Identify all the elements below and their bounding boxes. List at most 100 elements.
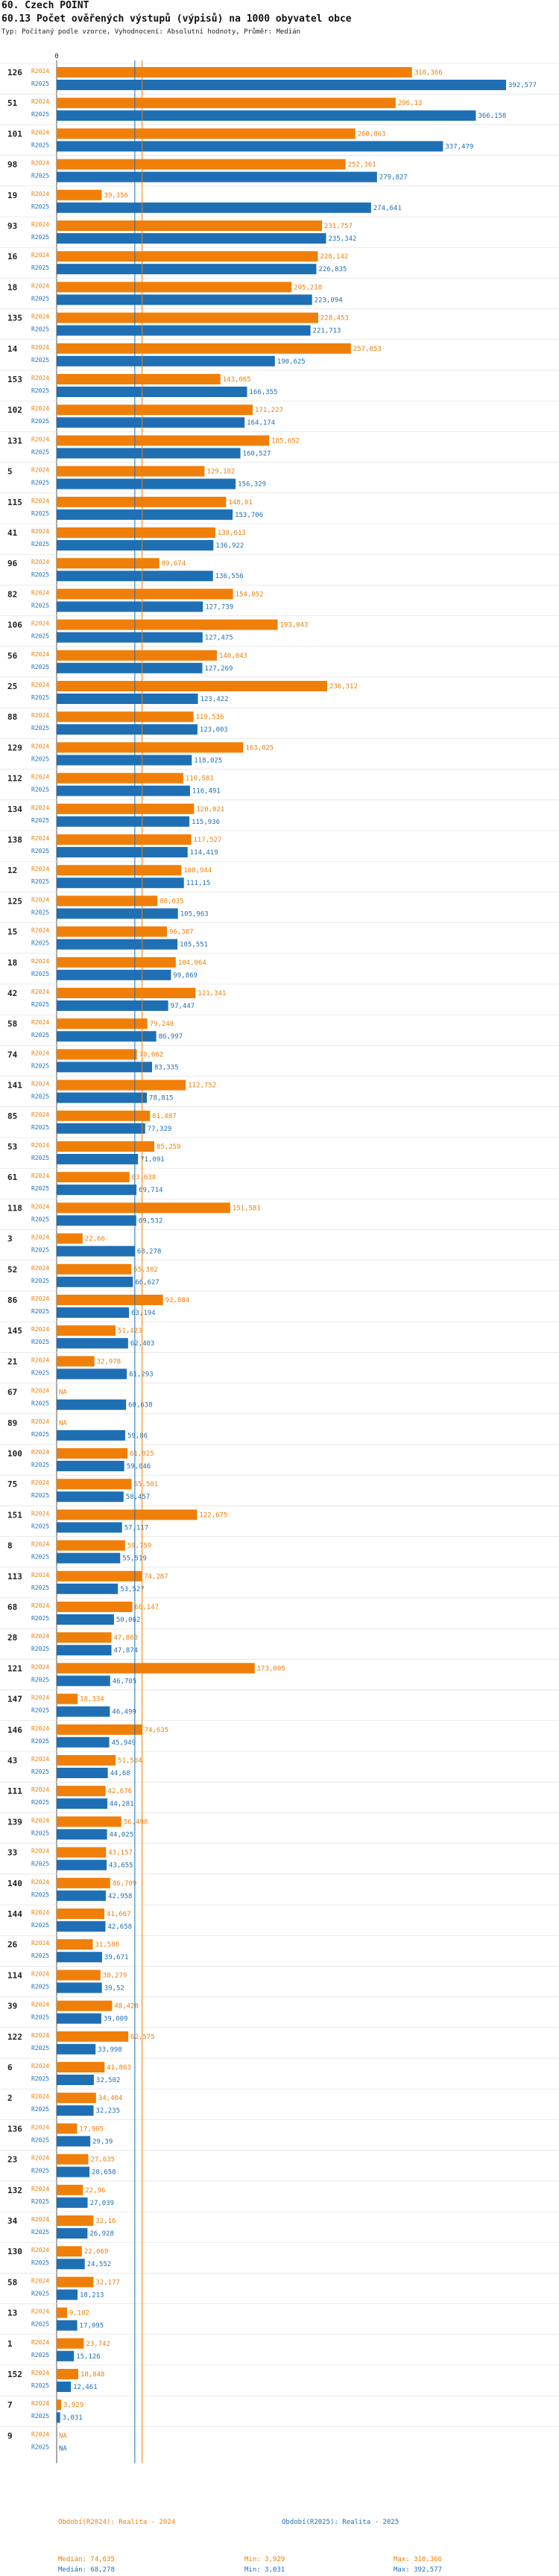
bar-r2025 (57, 1982, 102, 1993)
series-label-r2025: R2025 (31, 2075, 49, 2082)
value-label-r2025: 86,997 (159, 1033, 183, 1041)
bar-r2024 (57, 558, 160, 569)
bar-r2024 (57, 681, 327, 691)
value-label-r2025: 59,046 (127, 1463, 151, 1471)
series-label-r2024: R2024 (31, 344, 49, 351)
bar-r2025 (57, 1184, 137, 1196)
bar-r2025 (57, 1614, 114, 1625)
value-label-r2024: 34,404 (98, 2095, 123, 2102)
bar-r2024 (57, 926, 168, 937)
bar-r2024 (57, 1202, 230, 1214)
series-label-r2024: R2024 (31, 1388, 49, 1395)
value-label-r2024: 88,035 (160, 898, 184, 905)
row-label: 53 (7, 1142, 17, 1152)
bar-r2025 (57, 2412, 60, 2423)
row-label: 15 (7, 927, 17, 937)
series-label-r2024: R2024 (31, 160, 49, 167)
value-label-r2025: 66,627 (135, 1279, 160, 1287)
series-label-r2024: R2024 (31, 1173, 49, 1179)
bar-r2024 (57, 711, 194, 723)
value-label-r2025: 156,329 (238, 481, 266, 489)
series-label-r2024: R2024 (31, 2339, 49, 2346)
row-label: 89 (7, 1418, 17, 1428)
bar-r2025 (57, 2320, 78, 2331)
bar-r2025 (57, 1583, 119, 1594)
series-label-r2025: R2025 (31, 755, 49, 762)
bar-r2025 (57, 847, 188, 857)
value-label-r2024: 56,498 (124, 1818, 148, 1826)
series-label-r2025: R2025 (31, 1584, 49, 1591)
series-label-r2025: R2025 (31, 1799, 49, 1806)
value-label-r2024: 257,053 (353, 346, 382, 353)
bar-r2025 (57, 355, 275, 367)
value-label-r2024: 41,863 (107, 2064, 131, 2072)
value-label-r2025: 45,949 (112, 1739, 136, 1747)
bar-r2025 (57, 2013, 101, 2024)
row-label: 86 (7, 1295, 18, 1305)
bar-r2024 (57, 1724, 142, 1735)
series-label-r2024: R2024 (31, 1909, 49, 1916)
series-label-r2024: R2024 (31, 1357, 49, 1363)
series-label-r2025: R2025 (31, 295, 49, 302)
series-label-r2025: R2025 (31, 1523, 49, 1529)
row-label: 12 (7, 866, 17, 875)
row-label: 132 (7, 2186, 22, 2195)
series-label-r2024: R2024 (31, 743, 49, 749)
value-label-r2025: 68,278 (137, 1249, 162, 1256)
bar-r2024 (57, 128, 356, 139)
series-label-r2025: R2025 (31, 1278, 49, 1284)
series-label-r2025: R2025 (31, 1400, 49, 1407)
value-label-r2024: 17,905 (80, 2125, 104, 2133)
x-tick-label: 0 (54, 53, 58, 60)
bar-r2025 (57, 1675, 110, 1687)
series-label-r2025: R2025 (31, 2413, 49, 2420)
bar-r2024 (57, 2062, 105, 2072)
series-label-r2024: R2024 (31, 1725, 49, 1732)
value-label-r2025: 32,502 (96, 2077, 121, 2084)
row-label: 151 (7, 1510, 22, 1520)
value-label-r2024: 143,065 (223, 376, 251, 384)
value-label-r2024: 154,052 (236, 591, 264, 598)
bar-r2024 (57, 2277, 94, 2288)
series-label-r2025: R2025 (31, 541, 49, 548)
row-label: 85 (7, 1111, 17, 1121)
bar-r2025 (57, 2166, 90, 2177)
series-label-r2025: R2025 (31, 1492, 49, 1499)
bar-r2025 (57, 110, 476, 121)
row-label: 136 (7, 2124, 22, 2134)
bar-r2024 (57, 2093, 96, 2104)
series-label-r2024: R2024 (31, 712, 49, 719)
series-label-r2024: R2024 (31, 1756, 49, 1763)
series-label-r2025: R2025 (31, 1738, 49, 1745)
row-label: 101 (7, 129, 22, 139)
value-label-r2024: 46,709 (113, 1880, 137, 1888)
series-label-r2025: R2025 (31, 1983, 49, 1990)
bar-r2025 (57, 1890, 106, 1901)
value-label-r2025: 39,671 (104, 1954, 129, 1961)
row-label: 39 (7, 2002, 17, 2011)
bar-r2025 (57, 632, 203, 643)
series-label-r2025: R2025 (31, 2321, 49, 2328)
series-label-r2025: R2025 (31, 1369, 49, 1376)
bar-r2025 (57, 233, 326, 244)
value-label-r2025: 111,15 (186, 880, 211, 887)
series-label-r2025: R2025 (31, 1861, 49, 1868)
series-label-r2024: R2024 (31, 958, 49, 965)
series-label-r2024: R2024 (31, 2186, 49, 2192)
bar-r2024 (57, 159, 346, 170)
value-label-r2024: 39,356 (104, 192, 128, 200)
value-label-r2025: 99,869 (173, 972, 198, 980)
bar-r2025 (57, 694, 198, 704)
bar-r2025 (57, 1430, 125, 1441)
bar-r2024 (57, 2399, 62, 2411)
value-label-r2024: 47,863 (114, 1634, 139, 1642)
bar-r2024 (57, 2338, 84, 2349)
series-label-r2025: R2025 (31, 571, 49, 578)
value-label-r2024: 205,218 (294, 284, 322, 291)
value-label-r2025: 78,815 (149, 1095, 174, 1103)
value-label-r2025: 366,158 (478, 112, 506, 120)
value-label-r2024: 252,361 (348, 162, 376, 169)
row-label: 130 (7, 2247, 22, 2256)
series-label-r2024: R2024 (31, 1050, 49, 1056)
series-label-r2025: R2025 (31, 2290, 49, 2297)
